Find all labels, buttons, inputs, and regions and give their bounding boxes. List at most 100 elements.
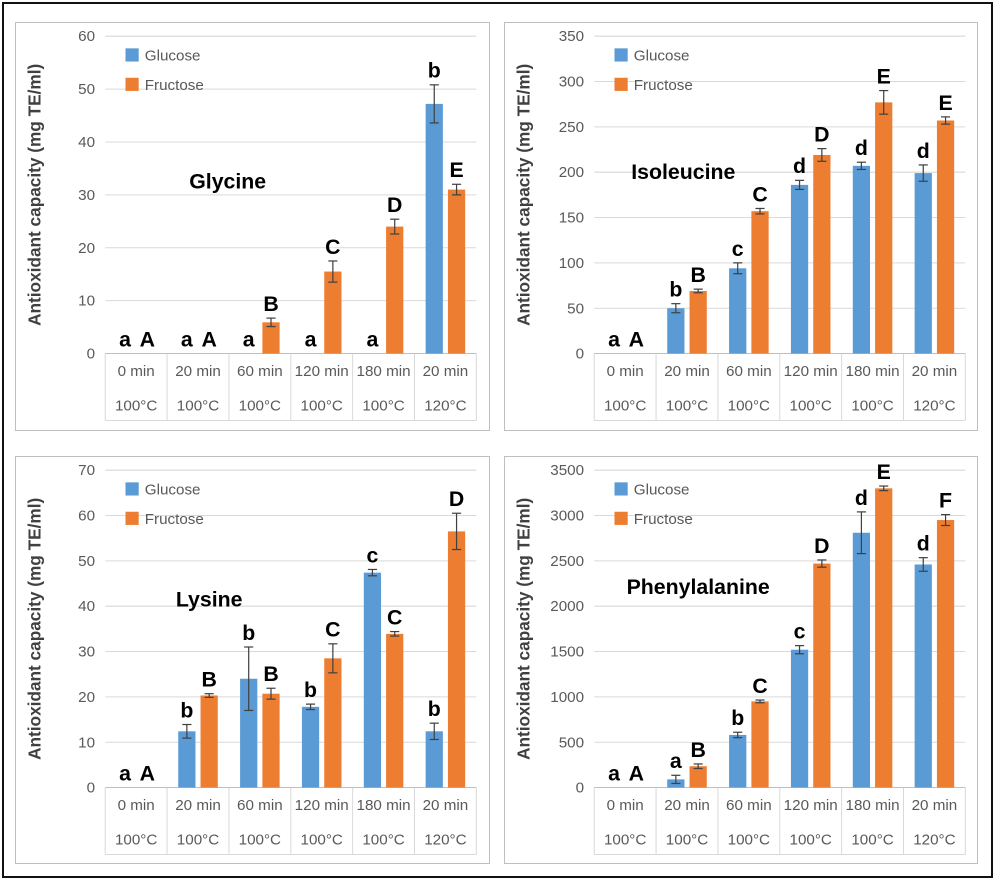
chart-title: Glycine — [189, 170, 266, 194]
y-tick-label: 30 — [78, 187, 95, 204]
significance-letter: a — [608, 761, 620, 785]
significance-letter: b — [304, 678, 317, 702]
y-tick-label: 200 — [558, 164, 583, 181]
significance-letter: a — [119, 761, 131, 785]
bar-chart-phenylalanine: 0 500 1000 1500 2000 2500 3000 3500 Antioxidant … — [513, 460, 966, 855]
category-time-label: 180 min — [357, 796, 411, 813]
significance-letter: B — [690, 263, 705, 287]
significance-letter: d — [916, 531, 929, 555]
significance-letter: C — [325, 235, 340, 259]
error-bar — [878, 485, 888, 491]
error-bar — [693, 762, 703, 769]
y-axis-title: Antioxidant capacity (mg TE/ml) — [513, 64, 533, 326]
category-axis: 0 min 100°C 20 min 100°C 60 min 100°C 120 min 1… — [104, 787, 477, 855]
error-bar — [732, 262, 742, 275]
legend-label-glucose: Glucose — [633, 481, 689, 498]
category-temp-label: 100°C — [362, 831, 404, 848]
error-bar — [940, 116, 950, 125]
category-axis: 0 min 100°C 20 min 100°C 60 min 100°C 120 min 1… — [593, 787, 966, 855]
category-time-label: 60 min — [237, 363, 283, 380]
bar-glucose — [666, 308, 684, 354]
y-tick-label: 500 — [558, 734, 583, 751]
significance-letter: F — [939, 488, 952, 512]
y-tick-label: 300 — [558, 74, 583, 91]
y-tick-label: 1500 — [550, 643, 584, 660]
category-time-label: 0 min — [118, 363, 155, 380]
chart-title: Phenylalanine — [626, 575, 769, 599]
series-glucose: a a a a a b — [119, 59, 443, 354]
category-temp-label: 100°C — [115, 397, 157, 414]
significance-letter: a — [243, 327, 255, 351]
y-tick-label: 40 — [78, 134, 95, 151]
chart-title: Lysine — [176, 587, 243, 611]
bar-fructose — [874, 102, 892, 354]
legend-swatch-fructose — [125, 77, 139, 91]
bar-fructose — [447, 530, 466, 788]
bar-fructose — [689, 290, 707, 354]
error-bar — [878, 89, 888, 115]
error-bar — [266, 317, 276, 328]
category-time-label: 120 min — [783, 363, 837, 380]
bar-fructose — [447, 189, 466, 354]
y-tick-label: 50 — [567, 300, 584, 317]
error-bar — [204, 692, 214, 698]
category-temp-label: 100°C — [603, 831, 645, 848]
error-bar — [918, 556, 928, 572]
bar-chart-isoleucine: 0 50 100 150 200 250 300 350 Antioxidant capacit… — [513, 28, 966, 421]
category-time-label: 120 min — [295, 363, 349, 380]
y-tick-label: 20 — [78, 240, 95, 257]
error-bar — [328, 642, 338, 674]
category-time-label: 20 min — [664, 796, 710, 813]
significance-letter: b — [242, 620, 255, 644]
significance-letter: b — [731, 706, 744, 730]
bar-fructose — [386, 633, 404, 788]
legend-swatch-glucose — [125, 481, 139, 496]
legend-swatch-glucose — [125, 48, 139, 62]
category-axis: 0 min 100°C 20 min 100°C 60 min 100°C 120 min 1… — [104, 353, 477, 421]
error-bar — [429, 84, 439, 124]
y-tick-label: 0 — [87, 779, 95, 796]
chart-panel-lysine: 0 10 20 30 40 50 60 70 Antioxidant capacity (mg … — [15, 455, 490, 865]
category-time-label: 20 min — [911, 363, 957, 380]
category-time-label: 120 min — [783, 796, 837, 813]
y-axis-title: Antioxidant capacity (mg TE/ml) — [24, 64, 44, 326]
bar-glucose — [790, 184, 808, 354]
y-tick-label: 10 — [78, 293, 95, 310]
category-time-label: 60 min — [726, 796, 772, 813]
legend-label-fructose: Fructose — [633, 77, 692, 94]
legend-swatch-glucose — [614, 481, 628, 496]
significance-letter: C — [387, 605, 402, 629]
y-tick-label: 0 — [87, 346, 95, 363]
category-time-label: 0 min — [606, 363, 643, 380]
category-temp-label: 100°C — [301, 397, 343, 414]
y-tick-label: 20 — [78, 689, 95, 706]
category-temp-label: 100°C — [177, 397, 219, 414]
significance-letter: D — [814, 533, 829, 557]
y-tick-label: 50 — [78, 553, 95, 570]
legend-label-fructose: Fructose — [633, 510, 692, 527]
error-bar — [451, 183, 462, 196]
bar-glucose — [728, 268, 746, 354]
series-fructose: A A B C D E — [140, 158, 466, 354]
error-bar — [732, 731, 742, 738]
significance-letter: B — [690, 737, 705, 761]
category-temp-label: 100°C — [789, 397, 831, 414]
series-glucose: a a b c d d — [608, 485, 932, 788]
category-time-label: 180 min — [357, 363, 411, 380]
significance-letter: D — [814, 123, 829, 147]
significance-letter: C — [752, 674, 767, 698]
error-bar — [429, 722, 439, 740]
bar-glucose — [852, 532, 870, 788]
category-time-label: 20 min — [664, 363, 710, 380]
error-bar — [670, 774, 680, 784]
y-tick-label: 50 — [78, 81, 95, 98]
category-time-label: 60 min — [237, 796, 283, 813]
significance-letter: B — [263, 292, 278, 316]
y-tick-label: 0 — [575, 779, 583, 796]
legend: Glucose Fructose — [614, 481, 692, 527]
bar-fructose — [750, 700, 769, 788]
legend-label-fructose: Fructose — [145, 77, 204, 94]
bar-fructose — [386, 226, 404, 354]
bar-chart-glycine: 0 10 20 30 40 50 60 Antioxidant capacity (mg TE… — [24, 28, 477, 421]
